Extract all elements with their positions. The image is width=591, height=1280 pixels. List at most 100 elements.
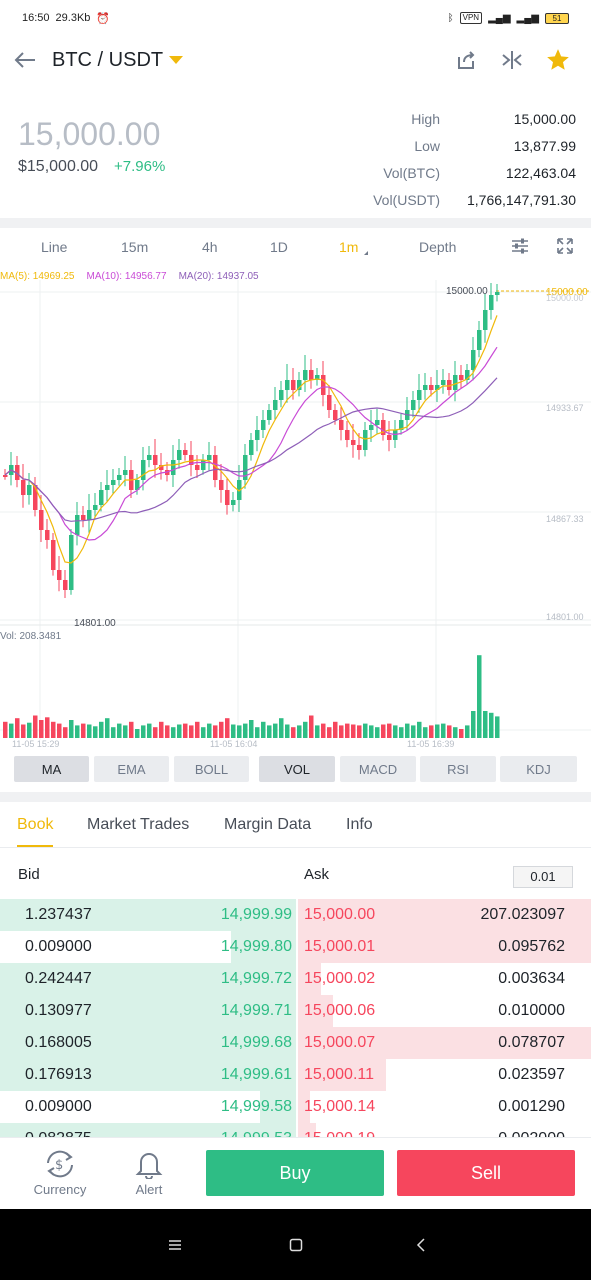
candle-body: [141, 460, 146, 480]
candlestick-chart[interactable]: 15000.00 14801.00 15000.00 15000.00 1493…: [0, 280, 591, 750]
candle-body: [135, 480, 140, 490]
candle-body: [483, 310, 488, 330]
bid-quantity: 0.176913: [25, 1066, 92, 1083]
ask-quantity: 0.023597: [498, 1066, 565, 1083]
volume-bar: [249, 720, 254, 738]
order-book-row[interactable]: 0.176913 14,999.61 15,000.11 0.023597: [0, 1059, 591, 1091]
tab-market-trades[interactable]: Market Trades: [87, 816, 190, 833]
order-book-row[interactable]: 0.082875 14,999.53 15,000.19 0.002000: [0, 1123, 591, 1137]
order-book: 1.237437 14,999.99 15,000.00 207.023097 0.00…: [0, 899, 591, 1137]
candle-body: [225, 490, 230, 505]
bid-quantity: 1.237437: [25, 906, 92, 923]
tab-line[interactable]: Line: [41, 239, 68, 255]
bid-depth-bar: [0, 995, 296, 1027]
ask-cell[interactable]: 15,000.01 0.095762: [298, 931, 591, 963]
compare-icon[interactable]: [499, 47, 525, 73]
bid-cell[interactable]: 0.176913 14,999.61: [0, 1059, 296, 1091]
tab-4h[interactable]: 4h: [202, 239, 218, 255]
currency-button[interactable]: $ Currency: [25, 1146, 95, 1197]
back-icon[interactable]: [407, 1231, 435, 1259]
share-icon[interactable]: [453, 47, 479, 73]
candle-body: [297, 380, 302, 390]
order-book-row[interactable]: 0.130977 14,999.71 15,000.06 0.010000: [0, 995, 591, 1027]
indicator-rsi[interactable]: RSI: [420, 756, 496, 782]
volume-bar: [291, 727, 296, 738]
bid-cell[interactable]: 0.009000 14,999.80: [0, 931, 296, 963]
ask-cell[interactable]: 15,000.02 0.003634: [298, 963, 591, 995]
candle-body: [339, 420, 344, 430]
fullscreen-icon[interactable]: [555, 236, 575, 259]
precision-select[interactable]: 0.01: [513, 866, 573, 888]
bid-price: 14,999.71: [220, 1002, 292, 1019]
candle-body: [471, 350, 476, 370]
bid-cell[interactable]: 0.082875 14,999.53: [0, 1123, 296, 1137]
tab-depth[interactable]: Depth: [419, 239, 457, 255]
candle-body: [15, 465, 20, 480]
order-book-row[interactable]: 0.242447 14,999.72 15,000.02 0.003634: [0, 963, 591, 995]
tab-1d[interactable]: 1D: [270, 239, 288, 255]
bid-quantity: 0.242447: [25, 970, 92, 987]
home-icon[interactable]: [282, 1231, 310, 1259]
ask-cell[interactable]: 15,000.07 0.078707: [298, 1027, 591, 1059]
indicator-kdj[interactable]: KDJ: [500, 756, 577, 782]
indicator-macd[interactable]: MACD: [340, 756, 416, 782]
ask-cell[interactable]: 15,000.00 207.023097: [298, 899, 591, 931]
axis-label-top: 15000.00: [546, 293, 584, 303]
bid-quantity: 0.009000: [25, 938, 92, 955]
order-book-row[interactable]: 0.009000 14,999.58 15,000.14 0.001290: [0, 1091, 591, 1123]
order-book-row[interactable]: 0.168005 14,999.68 15,000.07 0.078707: [0, 1027, 591, 1059]
ask-price: 15,000.11: [304, 1066, 374, 1083]
last-price: 15,000.00: [18, 116, 161, 152]
alert-button[interactable]: Alert: [114, 1146, 184, 1197]
volume-bar: [63, 727, 68, 738]
tab-margin-data[interactable]: Margin Data: [224, 816, 312, 833]
volume-bar: [369, 725, 374, 738]
bid-cell[interactable]: 0.168005 14,999.68: [0, 1027, 296, 1059]
menu-icon[interactable]: [161, 1231, 189, 1259]
tab-15m[interactable]: 15m: [121, 239, 149, 255]
volume-bar: [327, 727, 332, 738]
indicator-boll[interactable]: BOLL: [174, 756, 249, 782]
indicator-vol[interactable]: VOL: [259, 756, 335, 782]
candle-body: [177, 450, 182, 460]
volume-bar: [183, 723, 188, 738]
indicator-ema[interactable]: EMA: [94, 756, 169, 782]
candle-body: [99, 490, 104, 505]
candle-body: [477, 330, 482, 350]
pair-selector[interactable]: BTC / USDT: [52, 49, 184, 72]
volume-bar: [483, 711, 488, 738]
bid-cell[interactable]: 0.009000 14,999.58: [0, 1091, 296, 1123]
ask-depth-bar: [298, 1027, 591, 1059]
settings-sliders-icon[interactable]: [510, 236, 530, 259]
back-arrow-icon[interactable]: [12, 47, 38, 73]
ask-cell[interactable]: 15,000.06 0.010000: [298, 995, 591, 1027]
axis-label-4: 14801.00: [546, 612, 584, 622]
volume-bar: [33, 715, 38, 738]
tab-1m[interactable]: 1m: [339, 239, 359, 255]
bid-cell[interactable]: 0.130977 14,999.71: [0, 995, 296, 1027]
bid-cell[interactable]: 1.237437 14,999.99: [0, 899, 296, 931]
ask-cell[interactable]: 15,000.11 0.023597: [298, 1059, 591, 1091]
buy-button[interactable]: Buy: [206, 1150, 384, 1196]
volume-bar: [75, 725, 80, 738]
stat-high: High 15,000.00: [411, 110, 576, 127]
bid-price: 14,999.58: [220, 1098, 292, 1115]
tab-book[interactable]: Book: [17, 816, 54, 833]
stat-vol-usdt: Vol(USDT) 1,766,147,791.30: [373, 191, 576, 208]
candle-body: [255, 430, 260, 440]
volume-bar: [51, 721, 56, 738]
ma20-line: [4, 377, 498, 522]
candle-body: [45, 530, 50, 540]
indicator-ma[interactable]: MA: [14, 756, 89, 782]
sell-button[interactable]: Sell: [397, 1150, 575, 1196]
candle-body: [219, 480, 224, 490]
book-tabs: Book Market Trades Margin Data Info: [0, 802, 591, 848]
ask-cell[interactable]: 15,000.19 0.002000: [298, 1123, 591, 1137]
ask-cell[interactable]: 15,000.14 0.001290: [298, 1091, 591, 1123]
order-book-row[interactable]: 1.237437 14,999.99 15,000.00 207.023097: [0, 899, 591, 931]
favorite-star-icon[interactable]: [545, 47, 571, 73]
tab-info[interactable]: Info: [346, 816, 373, 833]
volume-bar: [21, 724, 26, 738]
bid-cell[interactable]: 0.242447 14,999.72: [0, 963, 296, 995]
order-book-row[interactable]: 0.009000 14,999.80 15,000.01 0.095762: [0, 931, 591, 963]
